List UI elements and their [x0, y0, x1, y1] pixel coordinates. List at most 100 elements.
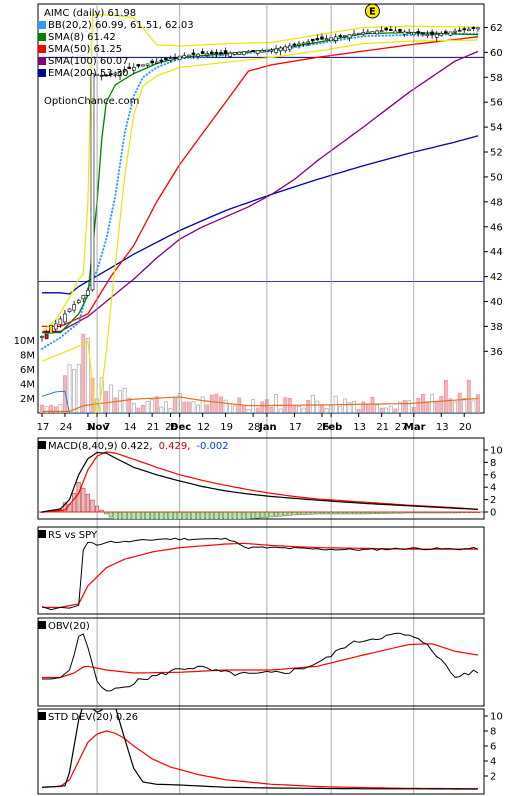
- volume-bar: [402, 400, 407, 413]
- obv-average-line: [42, 643, 479, 679]
- earnings-event-label: E: [369, 7, 376, 18]
- macd-histogram-bar: [140, 511, 146, 519]
- legend-swatch: [38, 69, 46, 77]
- x-tick-label: Feb: [322, 422, 342, 433]
- rs-title: RS vs SPY: [48, 530, 98, 541]
- x-tick-label: 12: [197, 422, 210, 433]
- volume-bar: [260, 401, 265, 413]
- volume-tick-label: 10M: [14, 336, 35, 347]
- volume-bar: [297, 406, 301, 413]
- ema200-line: [42, 135, 479, 295]
- candle-body: [182, 55, 187, 59]
- candle-body: [164, 57, 168, 61]
- candle-body: [421, 32, 425, 35]
- macd-panel-frame: [37, 437, 485, 520]
- candle-body: [324, 38, 329, 40]
- volume-bar: [118, 390, 122, 413]
- volume-bar: [421, 393, 425, 413]
- earnings-event-icon: [364, 3, 380, 19]
- candle-body: [333, 36, 338, 41]
- volume-bar: [292, 405, 297, 413]
- volume-bar: [416, 397, 421, 413]
- volume-bar: [237, 397, 242, 413]
- volume-bar: [173, 397, 177, 413]
- candle-body: [274, 48, 278, 53]
- volume-bar: [462, 398, 467, 413]
- candle-body: [196, 53, 200, 57]
- sma50-line: [42, 36, 479, 328]
- volume-bar: [99, 377, 104, 413]
- macd-histogram-bar: [246, 511, 251, 519]
- macd-tick-label: 8: [490, 458, 496, 469]
- volume-bar: [150, 398, 155, 413]
- candle-body: [310, 38, 315, 42]
- candle-body: [306, 41, 310, 44]
- x-tick-label: 14: [124, 422, 137, 433]
- volume-bar: [476, 394, 480, 413]
- watermark: OptionChance.com: [44, 96, 139, 107]
- macd-histogram-bar: [145, 511, 150, 519]
- candle-body: [145, 63, 150, 66]
- x-tick-label: 20: [459, 422, 472, 433]
- candle-body: [76, 299, 81, 304]
- obv-title: OBV(20): [48, 621, 90, 632]
- volume-bar: [228, 403, 233, 413]
- macd-tick-label: 6: [490, 470, 496, 481]
- price-tick-label: 40: [490, 297, 503, 308]
- stddev-tick-label: 8: [490, 727, 496, 738]
- volume-bar: [159, 406, 164, 413]
- x-tick-label: Dec: [170, 422, 191, 433]
- volume-tick-label: 4M: [20, 379, 35, 390]
- candle-body: [448, 31, 453, 36]
- candle-body: [150, 60, 154, 64]
- macd-histogram-bar: [182, 511, 187, 519]
- candle-body: [104, 74, 109, 77]
- price-tick-label: 58: [490, 73, 503, 84]
- macd-histogram-bar: [223, 511, 228, 519]
- price-plot: [38, 14, 484, 413]
- macd-histogram-bar: [292, 511, 297, 516]
- candle-body: [430, 31, 434, 36]
- volume-bar: [393, 408, 398, 413]
- candle-body: [434, 33, 439, 38]
- volume-bar: [471, 400, 476, 413]
- volume-bar: [232, 405, 237, 413]
- macd-histogram-bar: [76, 481, 81, 513]
- legend-entry: SMA(50) 61.25: [48, 44, 122, 55]
- stddev-legend-swatch: [38, 712, 46, 720]
- bb-middle-line: [41, 32, 479, 350]
- macd-histogram-bar: [283, 511, 288, 517]
- candle-body: [99, 74, 104, 77]
- macd-histogram-bar: [209, 511, 214, 519]
- candle-body: [388, 29, 393, 31]
- rs-plot: [41, 537, 479, 611]
- candle-body: [366, 31, 370, 34]
- macd-histogram-bar: [72, 492, 77, 513]
- volume-bar: [246, 408, 251, 413]
- macd-histogram-bar: [113, 511, 118, 519]
- macd-histogram-bar: [195, 511, 201, 519]
- macd-histogram-bar: [255, 511, 260, 519]
- candle-body: [205, 53, 210, 56]
- volume-bar: [425, 401, 430, 413]
- macd-histogram-bar: [205, 511, 210, 519]
- price-tick-label: 62: [490, 23, 503, 34]
- x-tick-label: 28: [248, 422, 261, 433]
- candle-body: [283, 46, 288, 51]
- legend-entry: EMA(200) 53.30: [48, 68, 128, 79]
- obv-panel-frame: [37, 617, 485, 707]
- bb-lower-line: [41, 39, 479, 413]
- price-chart-title: AIMC (daily) 61.98: [44, 8, 136, 19]
- candle-body: [154, 61, 159, 64]
- candle-body: [471, 27, 476, 29]
- macd-histogram-bar: [159, 511, 164, 519]
- price-tick-label: 56: [490, 98, 503, 109]
- candle-body: [320, 36, 324, 40]
- x-tick-label: 28: [165, 422, 178, 433]
- macd-legend-swatch: [38, 441, 46, 449]
- price-tick-label: 46: [490, 222, 503, 233]
- candle-body: [53, 323, 58, 330]
- price-tick-label: 54: [490, 123, 503, 134]
- x-tick-label: 7: [104, 422, 110, 433]
